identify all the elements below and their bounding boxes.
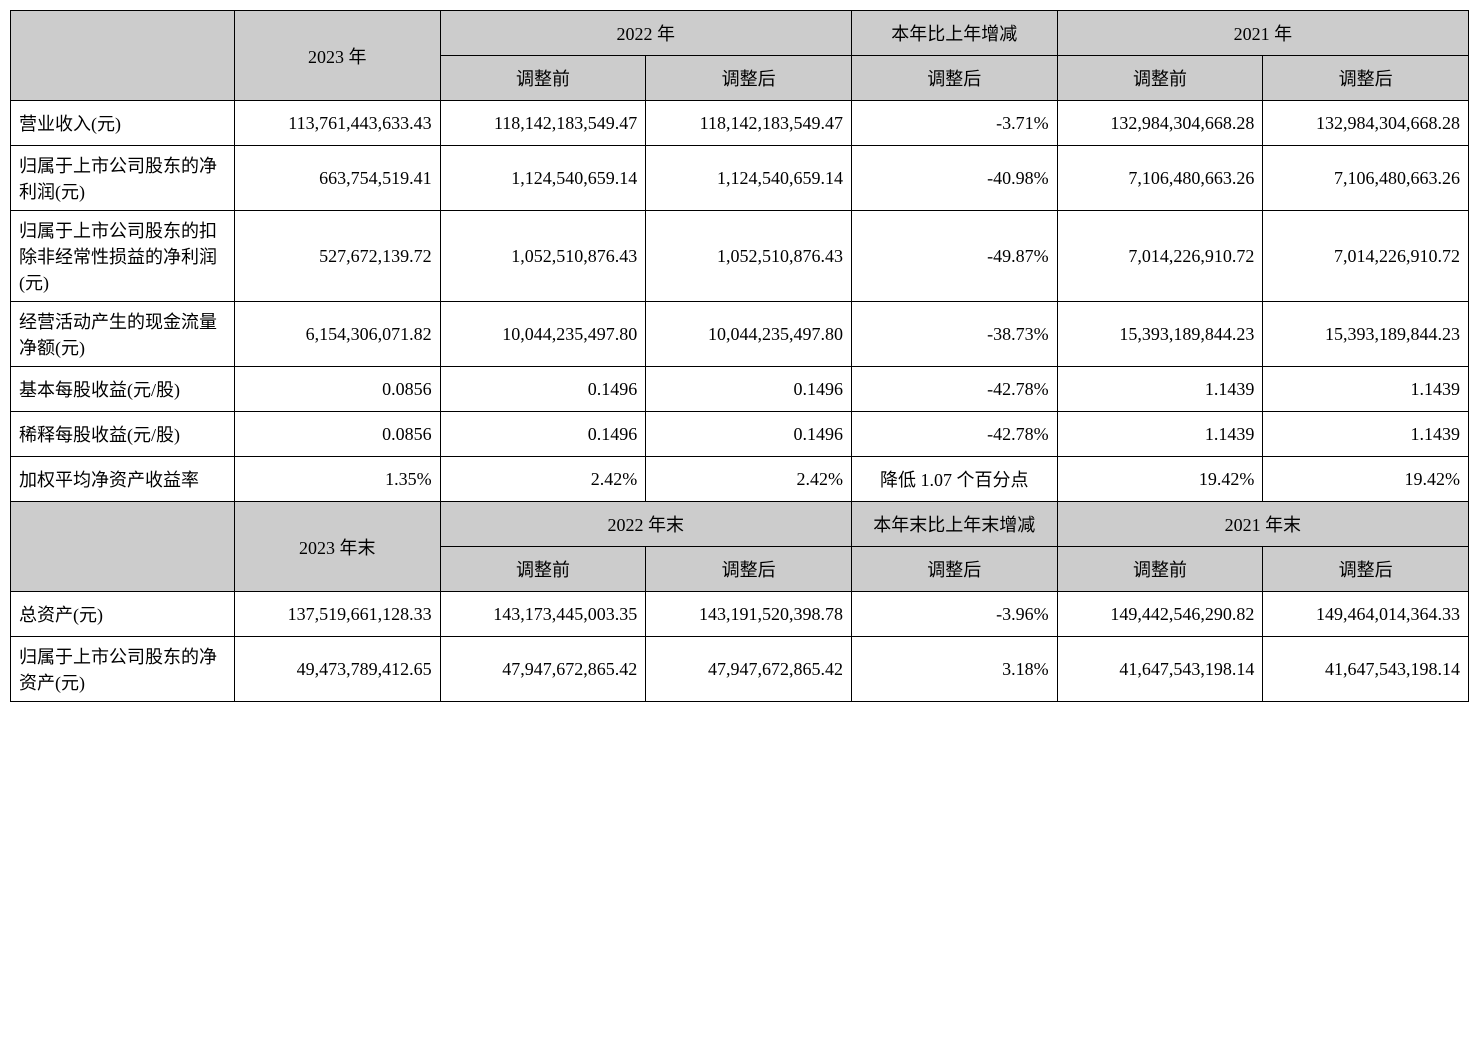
cell-value: 降低 1.07 个百分点 — [851, 457, 1057, 502]
header-2023: 2023 年 — [234, 11, 440, 101]
header-2022-end-pre: 调整前 — [440, 547, 646, 592]
header-2021-post: 调整后 — [1263, 56, 1469, 101]
header-change: 本年比上年增减 — [851, 11, 1057, 56]
header-2022-post: 调整后 — [646, 56, 852, 101]
cell-value: 1,124,540,659.14 — [440, 146, 646, 211]
cell-value: 3.18% — [851, 637, 1057, 702]
table-row: 营业收入(元) 113,761,443,633.43 118,142,183,5… — [11, 101, 1469, 146]
cell-value: 2.42% — [646, 457, 852, 502]
cell-value: 15,393,189,844.23 — [1057, 302, 1263, 367]
header-2021: 2021 年 — [1057, 11, 1468, 56]
cell-value: 2.42% — [440, 457, 646, 502]
table-row: 加权平均净资产收益率 1.35% 2.42% 2.42% 降低 1.07 个百分… — [11, 457, 1469, 502]
row-label: 归属于上市公司股东的扣除非经常性损益的净利润(元) — [11, 211, 235, 302]
row-label: 基本每股收益(元/股) — [11, 367, 235, 412]
header-row-1: 2023 年 2022 年 本年比上年增减 2021 年 — [11, 11, 1469, 56]
row-label: 归属于上市公司股东的净利润(元) — [11, 146, 235, 211]
cell-value: 7,106,480,663.26 — [1263, 146, 1469, 211]
cell-value: 0.0856 — [234, 412, 440, 457]
header-row-3: 2023 年末 2022 年末 本年末比上年末增减 2021 年末 — [11, 502, 1469, 547]
row-label: 归属于上市公司股东的净资产(元) — [11, 637, 235, 702]
cell-value: 113,761,443,633.43 — [234, 101, 440, 146]
cell-value: 149,442,546,290.82 — [1057, 592, 1263, 637]
header-2022: 2022 年 — [440, 11, 851, 56]
table-row: 稀释每股收益(元/股) 0.0856 0.1496 0.1496 -42.78%… — [11, 412, 1469, 457]
cell-value: 0.1496 — [646, 412, 852, 457]
cell-value: -3.71% — [851, 101, 1057, 146]
cell-value: 1.1439 — [1057, 412, 1263, 457]
cell-value: 143,173,445,003.35 — [440, 592, 646, 637]
cell-value: 0.1496 — [440, 367, 646, 412]
row-label: 稀释每股收益(元/股) — [11, 412, 235, 457]
cell-value: -3.96% — [851, 592, 1057, 637]
cell-value: -42.78% — [851, 367, 1057, 412]
cell-value: 0.1496 — [646, 367, 852, 412]
cell-value: 10,044,235,497.80 — [440, 302, 646, 367]
table-row: 归属于上市公司股东的扣除非经常性损益的净利润(元) 527,672,139.72… — [11, 211, 1469, 302]
cell-value: 1.1439 — [1263, 412, 1469, 457]
cell-value: -42.78% — [851, 412, 1057, 457]
cell-value: 143,191,520,398.78 — [646, 592, 852, 637]
cell-value: 132,984,304,668.28 — [1057, 101, 1263, 146]
cell-value: 49,473,789,412.65 — [234, 637, 440, 702]
cell-value: 0.0856 — [234, 367, 440, 412]
cell-value: -49.87% — [851, 211, 1057, 302]
row-label: 营业收入(元) — [11, 101, 235, 146]
cell-value: 15,393,189,844.23 — [1263, 302, 1469, 367]
table-row: 经营活动产生的现金流量净额(元) 6,154,306,071.82 10,044… — [11, 302, 1469, 367]
header-2022-end: 2022 年末 — [440, 502, 851, 547]
table-row: 总资产(元) 137,519,661,128.33 143,173,445,00… — [11, 592, 1469, 637]
cell-value: 663,754,519.41 — [234, 146, 440, 211]
cell-value: 19.42% — [1263, 457, 1469, 502]
cell-value: 47,947,672,865.42 — [440, 637, 646, 702]
cell-value: 19.42% — [1057, 457, 1263, 502]
header-2021-end: 2021 年末 — [1057, 502, 1468, 547]
cell-value: 41,647,543,198.14 — [1057, 637, 1263, 702]
cell-value: 7,014,226,910.72 — [1263, 211, 1469, 302]
header-change-end-post: 调整后 — [851, 547, 1057, 592]
header-blank — [11, 11, 235, 101]
cell-value: 118,142,183,549.47 — [646, 101, 852, 146]
header-2022-pre: 调整前 — [440, 56, 646, 101]
header-2021-end-post: 调整后 — [1263, 547, 1469, 592]
cell-value: 1.1439 — [1057, 367, 1263, 412]
cell-value: 47,947,672,865.42 — [646, 637, 852, 702]
row-label: 总资产(元) — [11, 592, 235, 637]
table-row: 归属于上市公司股东的净利润(元) 663,754,519.41 1,124,54… — [11, 146, 1469, 211]
header-blank-2 — [11, 502, 235, 592]
cell-value: 10,044,235,497.80 — [646, 302, 852, 367]
header-change-post: 调整后 — [851, 56, 1057, 101]
cell-value: 1.35% — [234, 457, 440, 502]
row-label: 经营活动产生的现金流量净额(元) — [11, 302, 235, 367]
row-label: 加权平均净资产收益率 — [11, 457, 235, 502]
header-2022-end-post: 调整后 — [646, 547, 852, 592]
cell-value: -40.98% — [851, 146, 1057, 211]
cell-value: 1.1439 — [1263, 367, 1469, 412]
table-row: 基本每股收益(元/股) 0.0856 0.1496 0.1496 -42.78%… — [11, 367, 1469, 412]
cell-value: -38.73% — [851, 302, 1057, 367]
cell-value: 0.1496 — [440, 412, 646, 457]
cell-value: 527,672,139.72 — [234, 211, 440, 302]
cell-value: 149,464,014,364.33 — [1263, 592, 1469, 637]
cell-value: 6,154,306,071.82 — [234, 302, 440, 367]
cell-value: 7,106,480,663.26 — [1057, 146, 1263, 211]
cell-value: 137,519,661,128.33 — [234, 592, 440, 637]
table-row: 归属于上市公司股东的净资产(元) 49,473,789,412.65 47,94… — [11, 637, 1469, 702]
cell-value: 7,014,226,910.72 — [1057, 211, 1263, 302]
cell-value: 41,647,543,198.14 — [1263, 637, 1469, 702]
cell-value: 132,984,304,668.28 — [1263, 101, 1469, 146]
financial-summary-table: 2023 年 2022 年 本年比上年增减 2021 年 调整前 调整后 调整后… — [10, 10, 1469, 702]
header-2023-end: 2023 年末 — [234, 502, 440, 592]
cell-value: 1,052,510,876.43 — [440, 211, 646, 302]
header-change-end: 本年末比上年末增减 — [851, 502, 1057, 547]
cell-value: 1,124,540,659.14 — [646, 146, 852, 211]
header-2021-pre: 调整前 — [1057, 56, 1263, 101]
cell-value: 118,142,183,549.47 — [440, 101, 646, 146]
header-2021-end-pre: 调整前 — [1057, 547, 1263, 592]
cell-value: 1,052,510,876.43 — [646, 211, 852, 302]
